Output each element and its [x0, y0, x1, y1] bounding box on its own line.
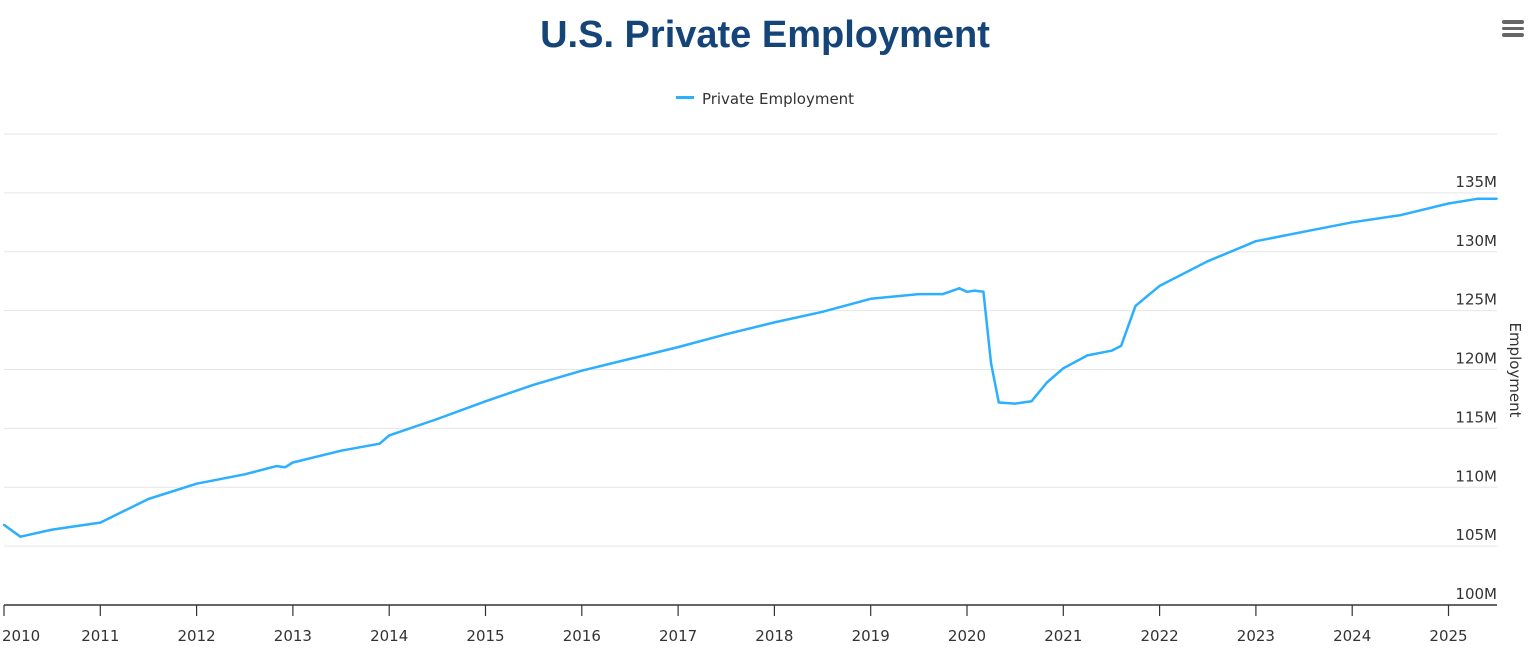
data-point — [628, 357, 632, 361]
data-point — [725, 332, 728, 336]
data-point — [243, 473, 246, 476]
series-line-private-employment — [3, 197, 1497, 538]
x-tick-label: 2011 — [81, 627, 119, 645]
data-point — [1399, 214, 1402, 217]
data-point — [1158, 284, 1161, 288]
data-point — [989, 362, 993, 365]
data-point — [388, 434, 391, 437]
data-point — [283, 466, 287, 469]
data-point — [291, 461, 295, 464]
data-point — [1030, 400, 1033, 403]
y-tick-label: 120M — [1455, 350, 1497, 368]
x-tick-label: 2025 — [1429, 627, 1467, 645]
y-tick-label: 105M — [1455, 526, 1497, 544]
x-tick-label: 2021 — [1044, 627, 1082, 645]
x-tick-label: 2016 — [563, 627, 601, 645]
data-point — [1447, 202, 1450, 205]
x-tick-label: 2015 — [466, 627, 504, 645]
hamburger-menu-icon[interactable] — [1502, 20, 1524, 38]
data-point — [1086, 354, 1089, 357]
data-point — [532, 383, 535, 387]
y-axis-title: Employment — [1506, 322, 1524, 417]
data-point — [1476, 197, 1479, 200]
data-point — [1134, 304, 1137, 308]
data-point — [1302, 230, 1306, 233]
data-point — [1495, 197, 1498, 200]
data-point — [821, 310, 824, 314]
x-tick-label: 2020 — [948, 627, 986, 645]
data-point — [2, 523, 6, 527]
data-point — [1351, 221, 1354, 224]
y-tick-label: 135M — [1455, 173, 1497, 191]
x-tick-label: 2022 — [1141, 627, 1179, 645]
x-tick-label: 2017 — [659, 627, 697, 645]
data-point — [997, 401, 1000, 404]
data-point — [484, 400, 487, 403]
data-point — [19, 535, 22, 538]
data-point — [869, 297, 872, 301]
data-point — [958, 287, 961, 290]
legend-item[interactable]: Private Employment — [0, 90, 1530, 108]
data-point — [50, 528, 54, 531]
y-tick-label: 130M — [1455, 232, 1497, 250]
data-point — [1045, 381, 1049, 384]
data-point — [580, 369, 583, 372]
data-point — [378, 442, 381, 445]
data-point — [676, 345, 680, 349]
x-tick-label: 2013 — [274, 627, 312, 645]
y-tick-label: 110M — [1455, 467, 1497, 485]
data-point — [339, 449, 343, 452]
data-point — [1206, 259, 1209, 263]
data-point — [195, 482, 198, 485]
data-point — [99, 521, 102, 524]
data-point — [1119, 344, 1123, 348]
x-tick-label: 2014 — [370, 627, 408, 645]
x-tick-label: 2023 — [1237, 627, 1275, 645]
x-tick-label: 2019 — [852, 627, 890, 645]
data-point — [982, 290, 985, 293]
data-point — [275, 464, 278, 468]
x-tick-label: 2010 — [2, 627, 40, 645]
x-tick-label: 2018 — [755, 627, 793, 645]
data-point — [917, 292, 921, 296]
data-point — [123, 509, 126, 512]
data-point — [1110, 349, 1113, 352]
data-point — [973, 289, 976, 292]
data-point — [147, 497, 150, 501]
y-tick-label: 100M — [1455, 585, 1497, 603]
legend-label: Private Employment — [701, 90, 855, 108]
data-point — [1254, 239, 1258, 243]
data-point — [965, 290, 969, 293]
data-point — [1013, 402, 1017, 405]
data-point — [941, 292, 945, 296]
x-tick-label: 2024 — [1333, 627, 1371, 645]
data-point — [773, 321, 776, 324]
y-tick-label: 115M — [1455, 408, 1497, 426]
x-tick-label: 2012 — [178, 627, 216, 645]
data-point — [1062, 367, 1065, 370]
y-tick-label: 125M — [1455, 291, 1497, 309]
data-point — [436, 417, 439, 421]
legend-swatch — [675, 96, 694, 99]
chart-title: U.S. Private Employment — [540, 14, 990, 56]
